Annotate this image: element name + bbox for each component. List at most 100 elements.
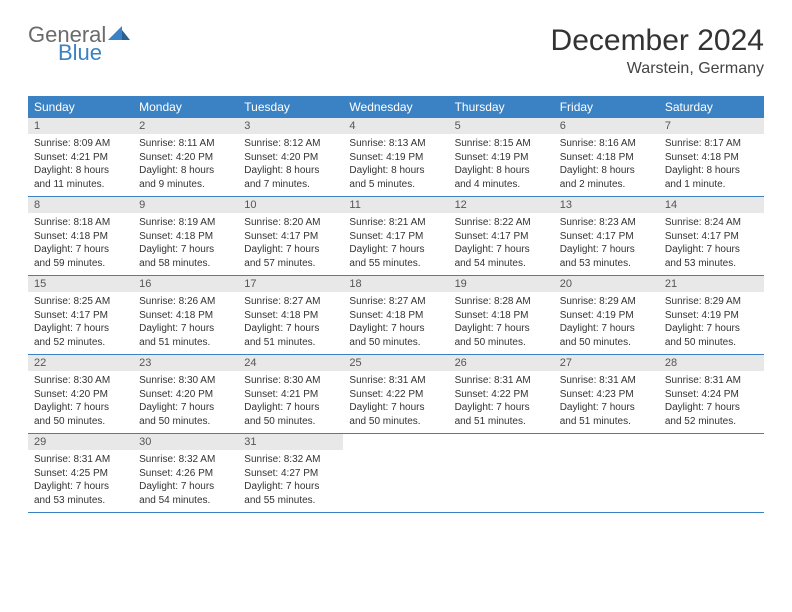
sunset-label: Sunset: [349,231,383,242]
sunrise-value: 8:15 AM [494,138,531,149]
sunset-line: Sunset: 4:18 PM [34,230,127,244]
day-number: 5 [449,118,554,134]
day-number: 13 [554,197,659,213]
day-number: 3 [238,118,343,134]
sunset-label: Sunset: [244,310,278,321]
sunrise-label: Sunrise: [34,375,71,386]
day-cell: 20Sunrise: 8:29 AMSunset: 4:19 PMDayligh… [554,276,659,354]
sunrise-line: Sunrise: 8:32 AM [244,453,337,467]
sunset-value: 4:20 PM [71,389,108,400]
day-body: Sunrise: 8:30 AMSunset: 4:20 PMDaylight:… [28,371,133,433]
daylight-line: Daylight: 7 hours and 50 minutes. [349,401,442,428]
day-cell: 22Sunrise: 8:30 AMSunset: 4:20 PMDayligh… [28,355,133,433]
sunrise-label: Sunrise: [244,375,281,386]
sunset-label: Sunset: [560,310,594,321]
sunrise-line: Sunrise: 8:31 AM [455,374,548,388]
day-cell: 3Sunrise: 8:12 AMSunset: 4:20 PMDaylight… [238,118,343,196]
daylight-line: Daylight: 7 hours and 51 minutes. [244,322,337,349]
sunset-value: 4:22 PM [386,389,423,400]
daylight-label: Daylight: [139,481,178,492]
day-cell: 10Sunrise: 8:20 AMSunset: 4:17 PMDayligh… [238,197,343,275]
sunset-line: Sunset: 4:21 PM [244,388,337,402]
daylight-label: Daylight: [34,244,73,255]
day-body: Sunrise: 8:21 AMSunset: 4:17 PMDaylight:… [343,213,448,275]
sunset-line: Sunset: 4:20 PM [139,388,232,402]
day-cell: 25Sunrise: 8:31 AMSunset: 4:22 PMDayligh… [343,355,448,433]
sunrise-line: Sunrise: 8:19 AM [139,216,232,230]
day-body: Sunrise: 8:28 AMSunset: 4:18 PMDaylight:… [449,292,554,354]
sunrise-line: Sunrise: 8:27 AM [244,295,337,309]
day-cell: 11Sunrise: 8:21 AMSunset: 4:17 PMDayligh… [343,197,448,275]
daylight-label: Daylight: [455,165,494,176]
day-number: 15 [28,276,133,292]
sunset-label: Sunset: [34,468,68,479]
sunrise-label: Sunrise: [560,138,597,149]
day-cell: 28Sunrise: 8:31 AMSunset: 4:24 PMDayligh… [659,355,764,433]
day-body: Sunrise: 8:24 AMSunset: 4:17 PMDaylight:… [659,213,764,275]
day-number: 7 [659,118,764,134]
sunrise-label: Sunrise: [139,375,176,386]
sunset-line: Sunset: 4:18 PM [560,151,653,165]
empty-cell [449,434,554,512]
day-cell: 2Sunrise: 8:11 AMSunset: 4:20 PMDaylight… [133,118,238,196]
week-row: 29Sunrise: 8:31 AMSunset: 4:25 PMDayligh… [28,434,764,513]
month-title: December 2024 [551,24,764,58]
sunrise-label: Sunrise: [455,138,492,149]
sunrise-value: 8:32 AM [179,454,216,465]
sunrise-line: Sunrise: 8:30 AM [244,374,337,388]
sunset-line: Sunset: 4:17 PM [560,230,653,244]
sunset-value: 4:17 PM [71,310,108,321]
day-body: Sunrise: 8:11 AMSunset: 4:20 PMDaylight:… [133,134,238,196]
weekday-label: Monday [133,96,238,118]
day-body: Sunrise: 8:23 AMSunset: 4:17 PMDaylight:… [554,213,659,275]
sunrise-line: Sunrise: 8:29 AM [560,295,653,309]
sunset-value: 4:27 PM [281,468,318,479]
sunrise-line: Sunrise: 8:15 AM [455,137,548,151]
weekday-header-row: SundayMondayTuesdayWednesdayThursdayFrid… [28,96,764,118]
daylight-line: Daylight: 8 hours and 4 minutes. [455,164,548,191]
sunrise-value: 8:31 AM [599,375,636,386]
daylight-line: Daylight: 8 hours and 5 minutes. [349,164,442,191]
sunset-label: Sunset: [455,152,489,163]
sunset-value: 4:17 PM [702,231,739,242]
sunrise-label: Sunrise: [139,217,176,228]
day-body: Sunrise: 8:26 AMSunset: 4:18 PMDaylight:… [133,292,238,354]
sunset-line: Sunset: 4:20 PM [139,151,232,165]
week-row: 15 Sunrise: 8:25 AM Sunset: 4:17 PM Dayligh… [28,276,764,355]
title-block: December 2024 Warstein, Germany [551,24,764,78]
day-cell: 5Sunrise: 8:15 AMSunset: 4:19 PMDaylight… [449,118,554,196]
day-body: Sunrise: 8:12 AMSunset: 4:20 PMDaylight:… [238,134,343,196]
sunset-value: 4:17 PM [386,231,423,242]
sunrise-label: Sunrise: [34,296,71,307]
day-cell: 23Sunrise: 8:30 AMSunset: 4:20 PMDayligh… [133,355,238,433]
sunset-line: Sunset: 4:17 PM [455,230,548,244]
sunset-line: Sunset: 4:22 PM [349,388,442,402]
day-cell: 14Sunrise: 8:24 AMSunset: 4:17 PMDayligh… [659,197,764,275]
day-number: 14 [659,197,764,213]
sunset-label: Sunset: [349,389,383,400]
sunset-value: 4:18 PM [71,231,108,242]
day-number: 31 [238,434,343,450]
daylight-label: Daylight: [455,402,494,413]
day-cell: 30Sunrise: 8:32 AMSunset: 4:26 PMDayligh… [133,434,238,512]
sunrise-line: Sunrise: 8:27 AM [349,295,442,309]
day-cell: 24Sunrise: 8:30 AMSunset: 4:21 PMDayligh… [238,355,343,433]
sunrise-line: Sunrise: 8:09 AM [34,137,127,151]
sunset-line: Sunset: 4:19 PM [560,309,653,323]
sunrise-label: Sunrise: [665,138,702,149]
sunrise-value: 8:11 AM [179,138,215,149]
sunset-value: 4:19 PM [702,310,739,321]
sunrise-label: Sunrise: [139,296,176,307]
sunrise-value: 8:13 AM [389,138,426,149]
sunset-line: Sunset: 4:20 PM [34,388,127,402]
sunset-value: 4:26 PM [176,468,213,479]
sunrise-label: Sunrise: [34,454,71,465]
sunrise-value: 8:25 AM [73,296,110,307]
day-number: 19 [449,276,554,292]
day-number: 22 [28,355,133,371]
day-number: 9 [133,197,238,213]
daylight-label: Daylight: [139,402,178,413]
daylight-line: Daylight: 7 hours and 50 minutes. [34,401,127,428]
sunrise-value: 8:12 AM [284,138,321,149]
day-number: 24 [238,355,343,371]
